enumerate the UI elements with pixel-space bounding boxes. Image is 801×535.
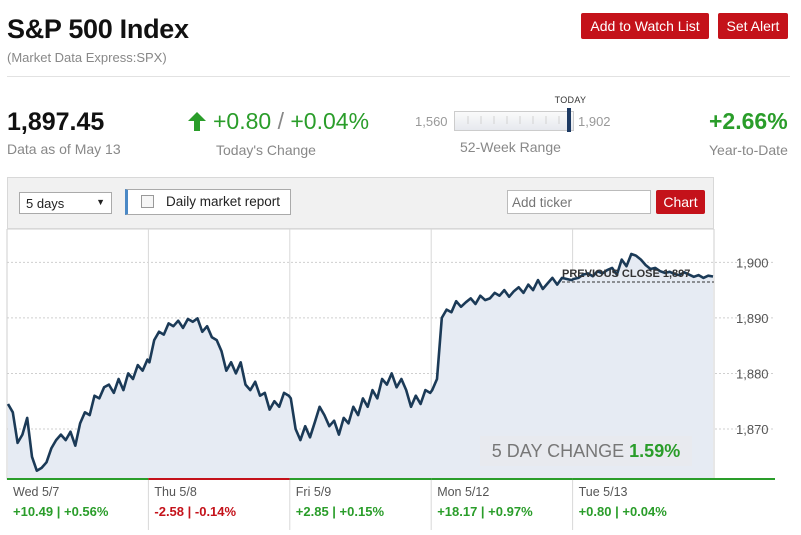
day-label: Mon 5/12 <box>437 485 489 499</box>
last-price: 1,897.45 <box>7 108 105 136</box>
y-tick-label: 1,870 <box>736 422 769 437</box>
price-area <box>8 254 713 479</box>
five-day-change-value: 1.59% <box>629 441 681 461</box>
range-today-label: TODAY <box>554 95 587 105</box>
chevron-down-icon: ▼ <box>96 197 105 207</box>
range-bar-ticks <box>467 116 560 124</box>
price-line <box>6 252 714 472</box>
range-label: 52-Week Range <box>460 139 561 155</box>
range-low: 1,560 <box>415 114 448 129</box>
five-day-change-label: 5 DAY CHANGE <box>491 441 625 461</box>
up-arrow-icon <box>188 112 206 131</box>
day-labels: Wed 5/7 +10.49 | +0.56% Thu 5/8 -2.58 | -0.… <box>7 478 775 519</box>
todays-change: +0.80 / +0.04% <box>213 108 369 135</box>
day-label: Tue 5/13 <box>579 485 628 499</box>
ytd-label: Year-to-Date <box>709 142 788 158</box>
day-label: Thu 5/8 <box>154 485 196 499</box>
day-change: +10.49 | +0.56% <box>13 504 109 519</box>
as-of-date: Data as of May 13 <box>7 141 121 157</box>
daily-report-toggle[interactable]: Daily market report <box>125 189 291 215</box>
five-day-change-badge: 5 DAY CHANGE 1.59% <box>480 436 692 466</box>
change-separator: / <box>277 108 284 134</box>
day-label: Fri 5/9 <box>296 485 331 499</box>
range-high: 1,902 <box>578 114 611 129</box>
y-tick-label: 1,890 <box>736 311 769 326</box>
range-select[interactable]: 5 days ▼ <box>19 192 112 214</box>
y-tick-label: 1,880 <box>736 366 769 381</box>
header-divider <box>7 76 790 77</box>
day-change: +2.85 | +0.15% <box>296 504 385 519</box>
page-title: S&P 500 Index <box>7 14 189 44</box>
add-to-watch-list-button[interactable]: Add to Watch List <box>581 13 709 39</box>
add-ticker-input[interactable] <box>507 190 651 214</box>
day-change: +18.17 | +0.97% <box>437 504 533 519</box>
page-subtitle: (Market Data Express:SPX) <box>7 50 167 65</box>
range-bar <box>454 111 574 131</box>
previous-close-label: PREVIOUS CLOSE 1,897 <box>562 268 690 280</box>
checkbox[interactable] <box>141 195 154 208</box>
range-today-marker <box>566 108 571 132</box>
todays-change-label: Today's Change <box>216 142 316 158</box>
price-chart: PREVIOUS CLOSE 1,897 1,900 1,890 1,880 1,87… <box>6 229 775 530</box>
y-axis-ticks: 1,900 1,890 1,880 1,870 <box>736 255 769 437</box>
chart-button[interactable]: Chart <box>656 190 705 214</box>
change-points: +0.80 <box>213 108 272 134</box>
change-percent: +0.04% <box>290 108 370 134</box>
y-tick-label: 1,900 <box>736 255 769 270</box>
ytd-change: +2.66% <box>709 108 788 134</box>
set-alert-button[interactable]: Set Alert <box>718 13 788 39</box>
daily-report-label: Daily market report <box>166 194 281 209</box>
day-change: -2.58 | -0.14% <box>154 504 236 519</box>
day-change: +0.80 | +0.04% <box>579 504 668 519</box>
range-select-value: 5 days <box>26 196 65 211</box>
day-label: Wed 5/7 <box>13 485 59 499</box>
